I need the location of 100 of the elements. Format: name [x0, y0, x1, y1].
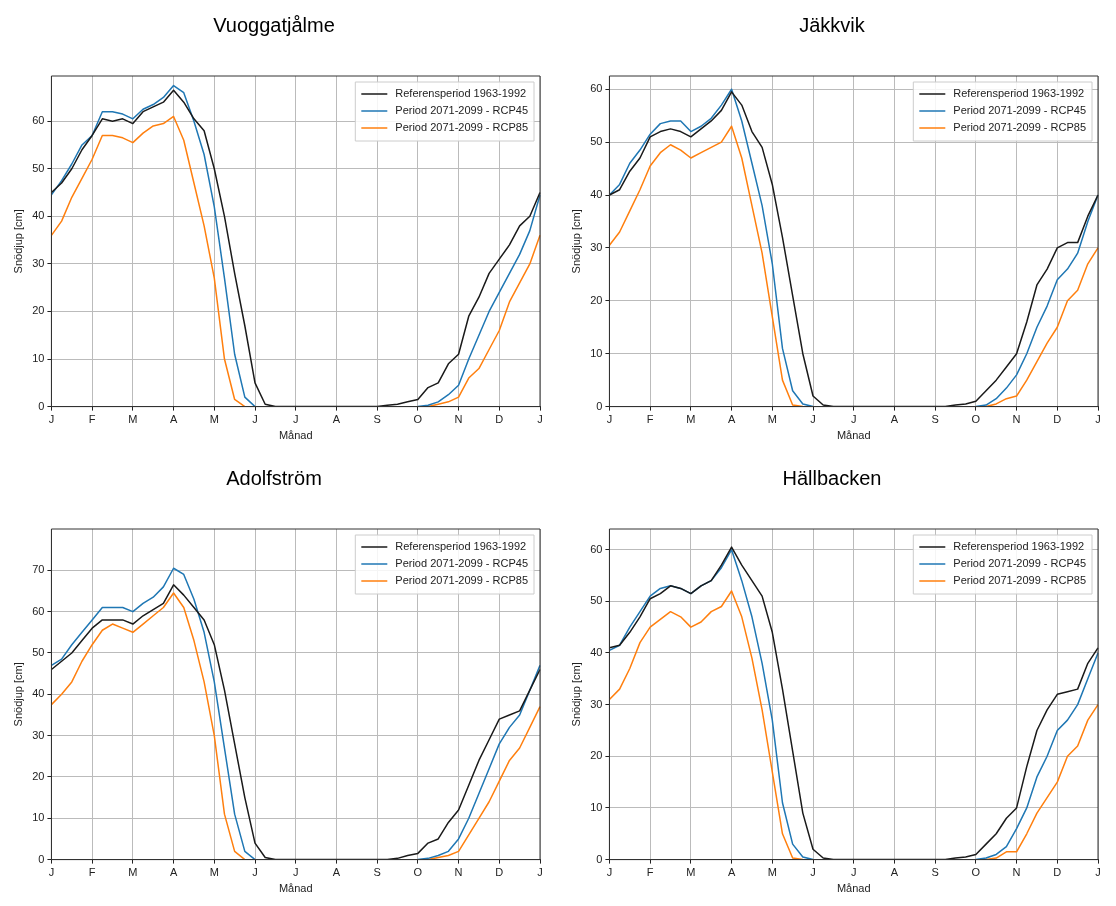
- y-tick-label: 20: [32, 304, 45, 317]
- x-tick-label: A: [727, 413, 736, 426]
- x-tick-label: A: [169, 413, 178, 426]
- x-tick-label: J: [850, 413, 857, 426]
- x-axis-title: Månad: [278, 429, 313, 442]
- y-tick-label: 10: [590, 346, 603, 359]
- y-tick-label: 20: [590, 293, 603, 306]
- x-tick-label: S: [931, 866, 939, 879]
- x-tick-label: J: [292, 866, 299, 879]
- x-tick-label: J: [252, 413, 258, 426]
- x-tick-label: D: [1053, 866, 1062, 879]
- legend-label: Period 2071-2099 - RCP85: [953, 121, 1087, 134]
- x-tick-label: N: [1012, 866, 1021, 879]
- y-tick-label: 50: [590, 135, 603, 148]
- x-tick-label: J: [810, 866, 816, 879]
- x-tick-label: N: [454, 866, 463, 879]
- y-axis-title: Snödjup [cm]: [11, 662, 24, 727]
- y-tick-label: 30: [590, 697, 603, 710]
- x-tick-label: A: [890, 413, 899, 426]
- x-tick-label: M: [767, 413, 777, 426]
- legend-label: Period 2071-2099 - RCP45: [395, 104, 529, 117]
- x-tick-label: O: [971, 413, 981, 426]
- x-tick-label: A: [890, 866, 899, 879]
- x-tick-label: J: [537, 413, 543, 426]
- y-tick-label: 40: [32, 209, 45, 222]
- x-tick-label: J: [850, 866, 857, 879]
- y-tick-label: 10: [32, 352, 45, 365]
- legend-label: Referensperiod 1963-1992: [395, 540, 527, 553]
- y-axis-title: Snödjup [cm]: [569, 662, 582, 727]
- y-tick-label: 70: [32, 563, 45, 576]
- y-axis-title: Snödjup [cm]: [11, 209, 24, 274]
- y-tick-label: 20: [32, 769, 45, 782]
- x-tick-label: O: [971, 866, 981, 879]
- y-axis-title: Snödjup [cm]: [569, 209, 582, 274]
- x-tick-label: J: [606, 866, 613, 879]
- x-tick-label: A: [169, 866, 178, 879]
- x-tick-label: J: [252, 866, 258, 879]
- x-tick-label: F: [88, 866, 96, 879]
- legend-label: Period 2071-2099 - RCP45: [395, 557, 529, 570]
- y-tick-label: 50: [32, 161, 45, 174]
- x-tick-label: M: [128, 866, 138, 879]
- x-tick-label: J: [1095, 866, 1101, 879]
- legend-label: Period 2071-2099 - RCP85: [953, 574, 1087, 587]
- x-tick-label: M: [209, 413, 219, 426]
- x-tick-label: J: [292, 413, 299, 426]
- x-tick-label: D: [1053, 413, 1062, 426]
- y-tick-label: 30: [32, 728, 45, 741]
- x-tick-label: S: [373, 413, 381, 426]
- y-tick-label: 10: [32, 811, 45, 824]
- chart-title: Hällbacken: [782, 466, 882, 489]
- legend-label: Period 2071-2099 - RCP45: [953, 104, 1087, 117]
- x-tick-label: J: [810, 413, 816, 426]
- y-tick-label: 10: [590, 800, 603, 813]
- legend-label: Period 2071-2099 - RCP45: [953, 557, 1087, 570]
- y-tick-label: 20: [590, 749, 603, 762]
- y-tick-label: 40: [590, 188, 603, 201]
- legend-label: Period 2071-2099 - RCP85: [395, 121, 529, 134]
- x-tick-label: J: [48, 413, 55, 426]
- x-tick-label: S: [931, 413, 939, 426]
- y-tick-label: 40: [590, 646, 603, 659]
- x-tick-label: J: [48, 866, 55, 879]
- y-tick-label: 50: [590, 594, 603, 607]
- x-tick-label: D: [495, 413, 504, 426]
- y-tick-label: 30: [590, 240, 603, 253]
- y-tick-label: 50: [32, 646, 45, 659]
- y-tick-label: 30: [32, 256, 45, 269]
- x-tick-label: M: [686, 413, 696, 426]
- y-tick-label: 0: [596, 399, 603, 412]
- chart-title: Vuoggatjålme: [213, 13, 335, 36]
- x-tick-label: N: [1012, 413, 1021, 426]
- y-tick-label: 0: [38, 852, 45, 865]
- x-tick-label: F: [646, 866, 654, 879]
- y-tick-label: 60: [590, 542, 603, 555]
- legend-label: Referensperiod 1963-1992: [395, 87, 527, 100]
- x-tick-label: J: [606, 413, 613, 426]
- chart-title: Adolfström: [226, 466, 322, 489]
- y-tick-label: 60: [32, 114, 45, 127]
- x-tick-label: J: [1095, 413, 1101, 426]
- x-axis-title: Månad: [836, 429, 871, 442]
- x-tick-label: F: [88, 413, 96, 426]
- legend-label: Referensperiod 1963-1992: [953, 87, 1085, 100]
- legend-label: Period 2071-2099 - RCP85: [395, 574, 529, 587]
- x-tick-label: J: [537, 866, 543, 879]
- x-tick-label: S: [373, 866, 381, 879]
- x-tick-label: F: [646, 413, 654, 426]
- x-tick-label: M: [209, 866, 219, 879]
- x-tick-label: M: [686, 866, 696, 879]
- x-tick-label: A: [332, 866, 341, 879]
- x-tick-label: D: [495, 866, 504, 879]
- x-tick-label: M: [128, 413, 138, 426]
- y-tick-label: 0: [596, 852, 603, 865]
- x-axis-title: Månad: [836, 882, 871, 895]
- y-tick-label: 0: [38, 399, 45, 412]
- chart-title: Jäkkvik: [799, 13, 866, 36]
- x-tick-label: A: [727, 866, 736, 879]
- x-axis-title: Månad: [278, 882, 313, 895]
- y-tick-label: 60: [32, 604, 45, 617]
- x-tick-label: O: [413, 866, 423, 879]
- y-tick-label: 60: [590, 82, 603, 95]
- x-tick-label: O: [413, 413, 423, 426]
